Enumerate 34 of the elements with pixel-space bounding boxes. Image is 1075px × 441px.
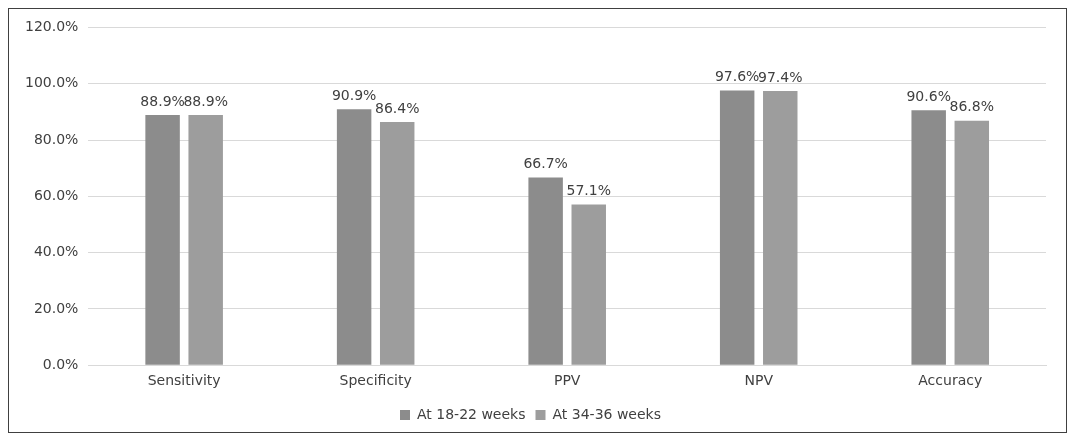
data-label: 90.9% — [331, 86, 377, 103]
legend-label: At 18-22 weeks — [417, 405, 526, 422]
x-tick-label: Sensitivity — [147, 372, 221, 389]
y-tick-label: 0.0% — [42, 355, 79, 372]
bar — [145, 114, 180, 365]
data-label: 57.1% — [566, 182, 611, 199]
y-tick-label: 100.0% — [24, 74, 79, 91]
data-label: 88.9% — [183, 92, 228, 109]
y-tick-label: 40.0% — [33, 243, 79, 260]
bar — [954, 120, 990, 365]
bar — [911, 110, 946, 365]
bar — [188, 114, 223, 365]
bar — [719, 90, 755, 365]
y-tick-label: 60.0% — [33, 186, 79, 203]
data-label: 86.4% — [374, 99, 420, 116]
legend-label: At 34-36 weeks — [552, 405, 661, 422]
bar — [379, 121, 415, 365]
x-tick-label: Accuracy — [918, 372, 983, 389]
data-label: 66.7% — [523, 155, 568, 172]
bar — [571, 204, 606, 365]
x-tick-label: PPV — [553, 372, 581, 389]
x-tick-label: Specificity — [339, 372, 412, 389]
bar — [336, 109, 372, 365]
data-label: 88.9% — [140, 92, 185, 109]
bar — [763, 91, 798, 365]
x-tick-label: NPV — [744, 372, 774, 389]
data-label: 86.8% — [949, 98, 995, 115]
y-tick-label: 80.0% — [33, 130, 79, 147]
data-label: 90.6% — [906, 87, 951, 104]
data-label: 97.4% — [758, 68, 803, 85]
bar — [528, 177, 563, 365]
data-label: 97.6% — [714, 68, 760, 85]
y-tick-label: 120.0% — [24, 18, 79, 35]
y-tick-label: 20.0% — [33, 299, 79, 316]
